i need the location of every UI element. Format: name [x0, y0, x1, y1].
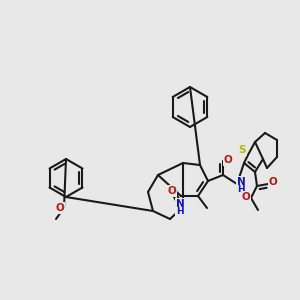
Text: O: O — [224, 155, 232, 165]
Text: S: S — [238, 145, 246, 155]
Text: O: O — [56, 203, 64, 213]
Text: O: O — [168, 186, 176, 196]
Text: N: N — [237, 177, 245, 187]
Text: O: O — [242, 192, 250, 202]
Text: O: O — [268, 177, 278, 187]
Text: N: N — [176, 199, 184, 209]
Text: H: H — [237, 185, 245, 194]
Text: H: H — [176, 208, 184, 217]
